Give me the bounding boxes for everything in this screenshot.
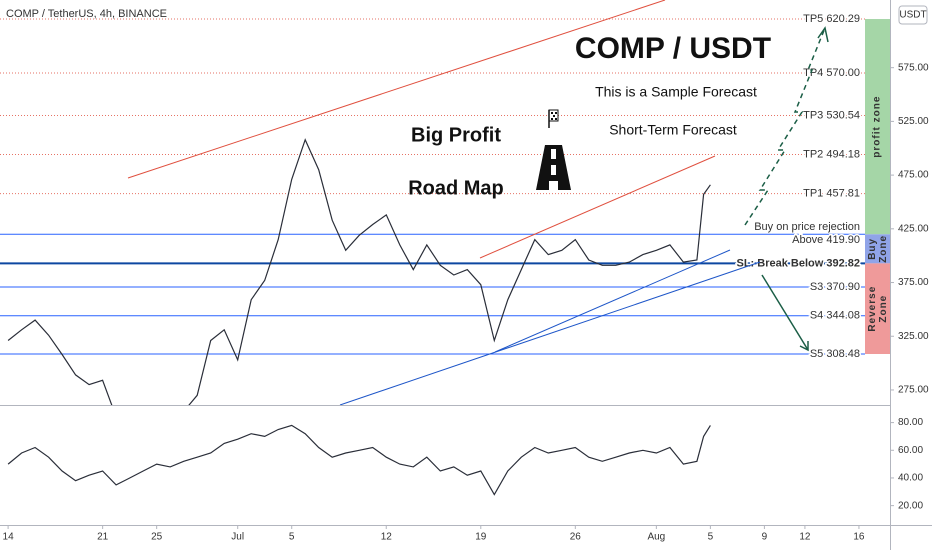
road-map-text: Big Profit	[411, 124, 501, 146]
price-line	[7, 138, 711, 405]
y-tick-label: 60.00	[898, 445, 923, 456]
currency-badge	[898, 5, 928, 25]
x-tick-label: 21	[97, 532, 109, 543]
x-tick-label: 12	[381, 532, 393, 543]
x-tick-label: 26	[570, 532, 582, 543]
level-label: TP3 530.54	[803, 109, 860, 121]
forecast-arrows	[744, 26, 829, 352]
currency: USDT	[899, 10, 926, 21]
level-label: Above 419.90	[792, 234, 860, 246]
x-tick-label: 25	[151, 532, 163, 543]
level-label: TP5 620.29	[803, 13, 860, 25]
x-tick-label: Aug	[647, 532, 665, 543]
zone-label: profit zone	[872, 96, 883, 158]
y-tick-label: 375.00	[898, 277, 929, 288]
x-tick-label: Jul	[231, 532, 244, 543]
x-tick-label: 14	[3, 532, 15, 543]
trend-lines	[127, 0, 761, 405]
zone	[865, 19, 890, 235]
level-label: S4 344.08	[810, 310, 860, 322]
flag-icon	[548, 109, 559, 128]
level-note: Buy on price rejection	[754, 221, 860, 233]
y-tick-label: 20.00	[898, 500, 923, 511]
y-tick-label: 325.00	[898, 331, 929, 342]
x-tick-label: 16	[853, 532, 865, 543]
road-map-text: Road Map	[408, 177, 504, 199]
y-tick-label: 275.00	[898, 385, 929, 396]
level-label: TP1 457.81	[803, 187, 860, 199]
plot-area	[7, 424, 711, 496]
zone	[865, 263, 890, 354]
note: Short-Term Forecast	[609, 122, 737, 138]
price-line	[7, 424, 711, 496]
x-tick-label: 9	[762, 532, 768, 543]
y-tick-label: 40.00	[898, 473, 923, 484]
level-label: TP2 494.18	[803, 148, 860, 160]
level-label: SL: Break Below 392.82	[736, 257, 860, 269]
zone-label: ReverseZone	[867, 286, 889, 332]
y-tick-label: 425.00	[898, 223, 929, 234]
x-tick-label: 19	[475, 532, 487, 543]
chart-title: COMP / TetherUS, 4h, BINANCE	[6, 8, 167, 20]
zone-label: BuyZone	[867, 235, 889, 263]
y-tick-label: 525.00	[898, 116, 929, 127]
zone	[865, 234, 890, 264]
level-label: S5 308.48	[810, 348, 860, 360]
x-tick-label: 5	[708, 532, 714, 543]
y-tick-label: 575.00	[898, 62, 929, 73]
y-tick-label: 475.00	[898, 170, 929, 181]
headline: COMP / USDT	[575, 32, 771, 65]
road-icon	[536, 145, 571, 190]
x-tick-label: 5	[289, 532, 295, 543]
y-tick-label: 80.00	[898, 417, 923, 428]
x-tick-label: 12	[799, 532, 811, 543]
note: This is a Sample Forecast	[595, 84, 757, 100]
plot-area	[7, 138, 711, 405]
level-label: S3 370.90	[810, 281, 860, 293]
level-label: TP4 570.00	[803, 67, 860, 79]
